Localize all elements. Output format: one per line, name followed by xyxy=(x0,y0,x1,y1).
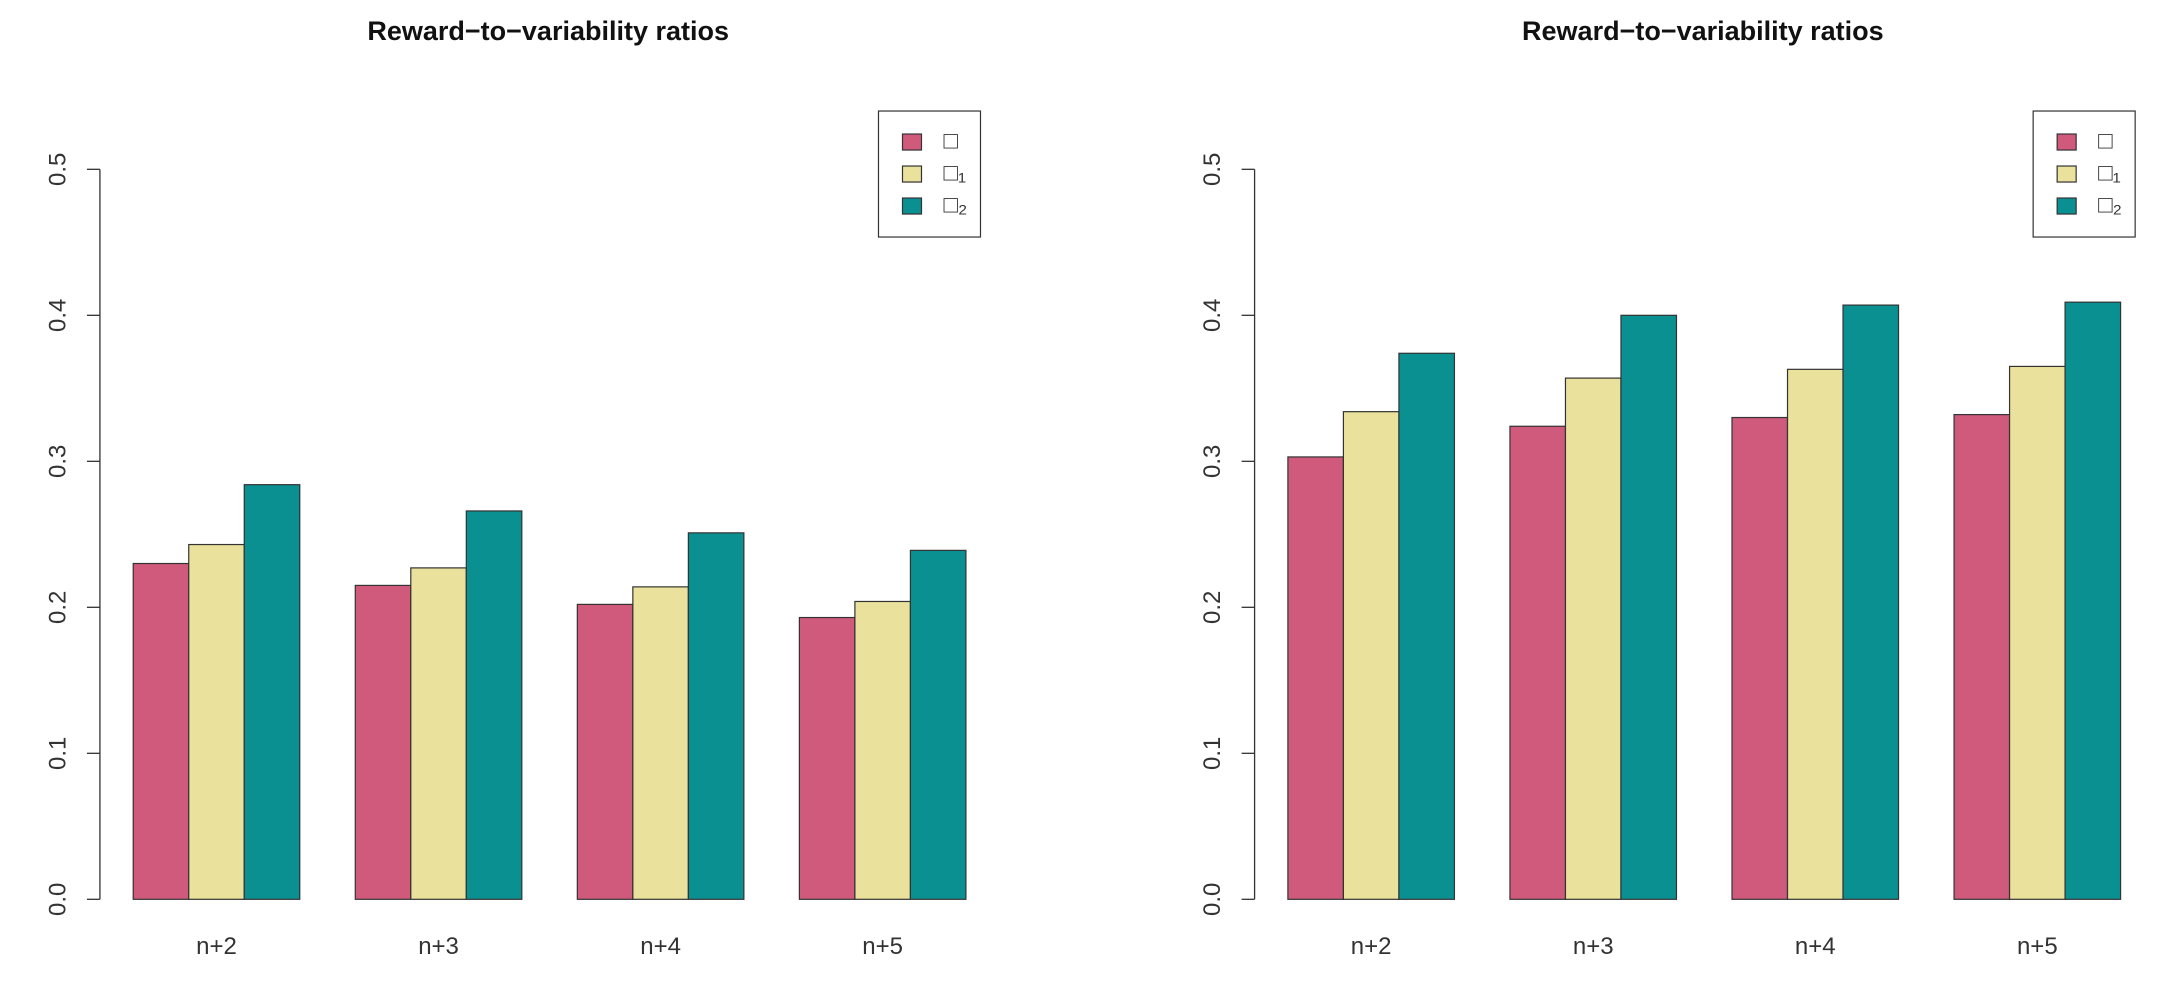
bar xyxy=(1620,314,1678,900)
legend-swatch xyxy=(901,133,923,151)
bar xyxy=(2008,365,2066,900)
legend-swatch xyxy=(2056,165,2077,183)
legend-label: □₂ xyxy=(2098,191,2122,218)
y-tick-label: 0.2 xyxy=(44,591,71,624)
bar xyxy=(410,567,467,900)
legend-label: □₁ xyxy=(943,159,966,186)
bar xyxy=(1953,413,2011,900)
bar xyxy=(243,484,301,900)
bar xyxy=(687,532,745,900)
bar xyxy=(1287,456,1345,900)
bar xyxy=(188,543,245,900)
y-tick-label: 0.4 xyxy=(1199,299,1226,332)
bar xyxy=(632,586,689,900)
y-tick-label: 0.1 xyxy=(1199,737,1226,770)
y-tick-label: 0.4 xyxy=(44,299,71,332)
bar xyxy=(798,616,856,900)
x-tick-label: n+5 xyxy=(2017,933,2058,960)
bar xyxy=(1398,352,1456,900)
legend-box xyxy=(2032,110,2136,238)
x-tick-label: n+2 xyxy=(1351,933,1392,960)
bar xyxy=(354,584,412,900)
bar xyxy=(1509,425,1567,900)
chart-panel: Reward−to−variability ratios 0.0 0.1 0.2 0.3… xyxy=(44,16,982,960)
y-tick-label: 0.3 xyxy=(44,445,71,478)
bar xyxy=(2064,301,2122,900)
bar xyxy=(1842,304,1900,900)
bar xyxy=(465,510,523,900)
legend-swatch xyxy=(2056,133,2077,151)
x-tick-label: n+2 xyxy=(196,933,237,960)
legend-box xyxy=(877,110,982,238)
bar xyxy=(1564,377,1622,900)
x-tick-label: n+3 xyxy=(418,933,459,960)
x-tick-label: n+4 xyxy=(640,933,681,960)
x-tick-label: n+5 xyxy=(862,933,903,960)
legend-swatch xyxy=(901,197,923,215)
chart-panel: Reward−to−variability ratios 0.0 0.1 0.2 0.3… xyxy=(1199,16,2136,960)
y-tick-label: 0.1 xyxy=(44,737,71,770)
legend-label: □₂ xyxy=(943,191,967,218)
bar xyxy=(1786,368,1844,900)
legend-swatch xyxy=(901,165,923,183)
bar xyxy=(854,600,912,900)
bar xyxy=(1731,416,1789,900)
y-tick-label: 0.3 xyxy=(1199,445,1226,478)
y-tick-label: 0.0 xyxy=(44,883,71,916)
bar xyxy=(909,549,967,900)
y-tick-label: 0.2 xyxy=(1199,591,1226,624)
y-tick-label: 0.0 xyxy=(1199,883,1226,916)
bar xyxy=(1342,411,1400,900)
legend-label: □₁ xyxy=(2098,159,2121,186)
bar xyxy=(132,562,190,900)
bar xyxy=(576,603,634,900)
y-tick-label: 0.5 xyxy=(44,153,71,186)
legend-label: □ xyxy=(943,127,958,154)
x-tick-label: n+3 xyxy=(1573,933,1614,960)
legend-label: □ xyxy=(2098,127,2113,154)
legend-swatch xyxy=(2056,197,2077,215)
y-tick-label: 0.5 xyxy=(1199,153,1226,186)
chart-title: Reward−to−variability ratios xyxy=(367,16,729,46)
chart-title: Reward−to−variability ratios xyxy=(1522,16,1884,46)
x-tick-label: n+4 xyxy=(1795,933,1836,960)
